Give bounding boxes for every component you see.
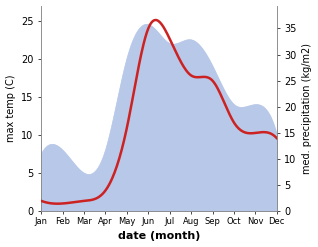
Y-axis label: med. precipitation (kg/m2): med. precipitation (kg/m2) xyxy=(302,43,313,174)
X-axis label: date (month): date (month) xyxy=(118,231,200,242)
Y-axis label: max temp (C): max temp (C) xyxy=(5,75,16,142)
